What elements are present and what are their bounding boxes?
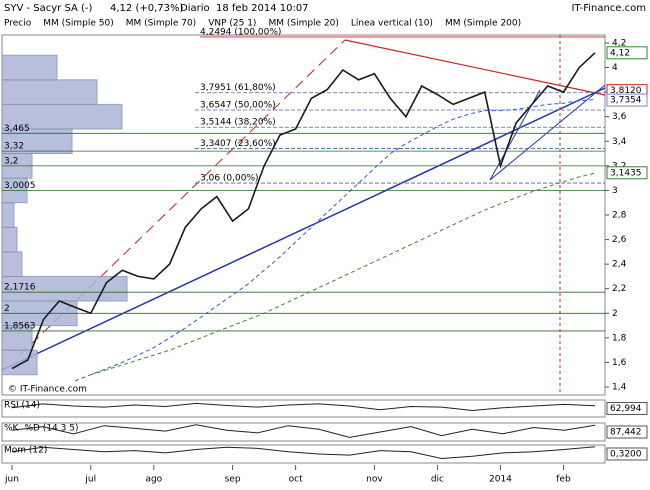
- panel-frame: [1, 444, 606, 464]
- x-tick-label: oct: [289, 475, 303, 485]
- y-tick-label: 2,4: [612, 260, 627, 270]
- x-tick-label: dic: [431, 475, 444, 485]
- level-label: 3,465: [4, 124, 30, 134]
- level-label: 2: [4, 304, 10, 314]
- panel-frame: [1, 399, 606, 418]
- y-tick-label: 2: [612, 309, 618, 319]
- panel-value-box: [606, 402, 648, 415]
- value-marker-label: 3,7354: [610, 96, 642, 106]
- level-label: 3,32: [4, 142, 24, 152]
- volume-bar: [1, 103, 123, 130]
- y-tick-label: 1,6: [612, 358, 627, 368]
- y-tick-label: 2,8: [612, 211, 627, 221]
- y-tick-label: 4,2: [612, 38, 626, 48]
- panel-value-box: [606, 447, 648, 461]
- fib-label: 4,2494 (100,00%): [200, 27, 281, 37]
- level-label: 3,0005: [4, 181, 36, 191]
- legend-item: Precio: [4, 19, 32, 29]
- indicator-line: [11, 424, 596, 438]
- panel-value: 87,442: [610, 428, 642, 438]
- y-tick-label: 1,8: [612, 333, 627, 343]
- x-tick-label: sep: [225, 475, 241, 485]
- x-tick-label: 2014: [489, 475, 512, 485]
- panel-subtitle: %D (14 3 5): [24, 424, 78, 434]
- panel-title: RSI (14): [4, 401, 40, 411]
- trend-line: [344, 39, 606, 96]
- chart-title: SYV - Sacyr SA (-): [4, 3, 93, 14]
- fib-label: 3,7951 (61,80%): [200, 83, 276, 93]
- value-marker-label: 3,1435: [610, 168, 642, 178]
- x-tick-label: nov: [366, 475, 383, 485]
- panel-value: 62,994: [610, 404, 642, 414]
- volume-bar: [1, 349, 38, 376]
- watermark: © IT-Finance.com: [8, 385, 87, 395]
- value-marker: [606, 93, 648, 107]
- volume-bar: [1, 226, 18, 253]
- timestamp: 18 feb 2014 10:07: [216, 3, 309, 14]
- quote: 4,12 (+0,73%): [110, 3, 183, 14]
- panel-value: 0,3200: [610, 450, 642, 460]
- channel-line: [19, 39, 346, 356]
- y-tick-label: 3: [612, 186, 618, 196]
- volume-bar: [1, 79, 98, 105]
- y-tick-label: 3,6: [612, 112, 627, 122]
- y-tick-label: 2,2: [612, 284, 626, 294]
- volume-bar: [1, 54, 58, 81]
- fib-label: 3,6547 (50,00%): [200, 100, 276, 110]
- x-tick-label: jul: [84, 475, 96, 485]
- price-line: [90, 172, 596, 376]
- level-label: 2,1716: [4, 283, 36, 293]
- volume-bar: [1, 275, 128, 302]
- x-tick-label: feb: [556, 475, 571, 485]
- x-tick-label: ago: [145, 475, 162, 485]
- level-label: 1,8563: [4, 321, 36, 331]
- legend-item: MM (Simple 200): [445, 19, 521, 29]
- value-marker: [606, 166, 648, 180]
- y-tick-label: 4: [612, 63, 618, 73]
- y-tick-label: 1,4: [612, 383, 627, 393]
- legend-item: MM (Simple 20): [268, 19, 338, 29]
- fib-label: 3,3407 (23,60%): [200, 139, 276, 149]
- level-label: 3,2: [4, 156, 18, 166]
- value-marker: [606, 46, 648, 60]
- legend-item: Línea vertical (10): [351, 19, 433, 29]
- panel-frame: [1, 422, 606, 442]
- panel-value-box: [606, 425, 648, 439]
- fib-label: 3,5144 (38,20%): [200, 118, 276, 128]
- indicator-line: [11, 402, 596, 412]
- volume-bar: [1, 251, 23, 277]
- panel-title: Mom (12): [4, 446, 47, 456]
- fib-label: 3,06 (0,00%): [200, 174, 259, 184]
- value-marker-label: 3,8120: [610, 86, 642, 96]
- legend-item: MM (Simple 50): [43, 19, 113, 29]
- indicator-line: [11, 446, 596, 460]
- y-tick-label: 2,6: [612, 235, 627, 245]
- period: Diario: [180, 3, 210, 14]
- value-marker-label: 4,12: [610, 48, 630, 58]
- trend-line: [489, 84, 606, 181]
- y-tick-label: 3,4: [612, 137, 627, 147]
- legend-item: VNP (25 1): [208, 19, 256, 29]
- brand: IT-Finance.com: [571, 3, 646, 14]
- legend-item: MM (Simple 70): [126, 19, 196, 29]
- x-tick-label: jun: [4, 475, 19, 485]
- trend-line: [1, 87, 606, 371]
- volume-bar: [1, 202, 15, 228]
- price-line: [74, 99, 596, 382]
- panel-title: %K: [4, 424, 20, 434]
- price-line: [11, 52, 596, 370]
